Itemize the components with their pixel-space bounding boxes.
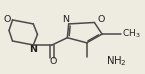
Text: O: O xyxy=(3,15,11,24)
Text: NH$_2$: NH$_2$ xyxy=(106,54,127,68)
Text: CH$_3$: CH$_3$ xyxy=(122,27,141,40)
Text: O: O xyxy=(50,57,57,66)
Text: N: N xyxy=(62,15,69,24)
Text: O: O xyxy=(97,15,105,24)
Text: N: N xyxy=(30,45,38,54)
